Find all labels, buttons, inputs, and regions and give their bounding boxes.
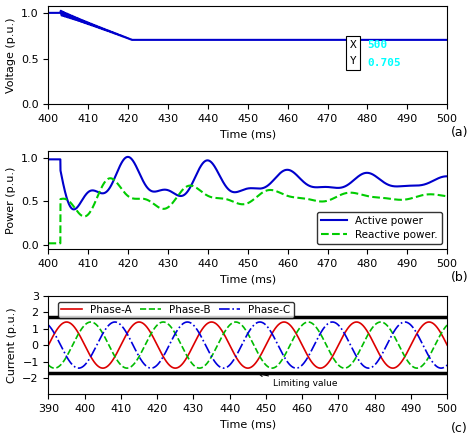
Phase-B [412,365,418,370]
Phase-A [235,358,241,363]
Phase-C [412,328,418,333]
Phase-A [444,342,450,348]
Active power [198,163,204,168]
Reactive power [118,185,124,191]
Y-axis label: Power (p.u.): Power (p.u.) [6,166,16,234]
Reactive power [305,196,310,202]
Text: (c): (c) [451,422,468,435]
Active power [305,183,311,188]
Reactive power [343,191,349,196]
Phase-C [444,363,450,368]
Phase-C [402,319,408,325]
X-axis label: Time (ms): Time (ms) [220,130,276,140]
Phase-A [209,319,214,325]
Phase-A [217,325,222,330]
Phase-A [213,321,219,326]
X-axis label: Time (ms): Time (ms) [220,275,276,285]
Phase-B [217,339,222,344]
Phase-A [412,334,418,339]
Y-axis label: Voltage (p.u.): Voltage (p.u.) [6,17,16,93]
Line: Active power: Active power [48,157,447,209]
Text: Limiting value: Limiting value [259,373,337,388]
Reactive power [46,241,51,246]
Phase-C [235,350,241,355]
Text: (b): (b) [451,271,469,284]
Line: Phase-A: Phase-A [48,322,447,368]
Phase-C [335,322,341,328]
Active power [343,183,349,188]
Text: 500: 500 [367,40,388,50]
Phase-C [46,322,51,328]
Phase-B [444,322,450,328]
Phase-A [432,322,438,328]
Active power [125,154,131,160]
Phase-A [100,366,106,371]
Line: Phase-B: Phase-B [48,322,447,368]
Legend: Active power, Reactive power.: Active power, Reactive power. [317,212,442,244]
Phase-B [213,345,219,351]
Reactive power [374,194,379,200]
Phase-B [432,342,438,348]
Reactive power [444,194,450,199]
Active power [71,207,77,212]
Reactive power [198,188,204,194]
Active power [285,167,291,172]
Phase-B [88,319,93,325]
Phase-C [213,361,219,366]
Phase-C [76,366,82,371]
Phase-C [217,364,222,369]
Active power [444,174,450,179]
Phase-B [235,320,241,325]
X-axis label: Time (ms): Time (ms) [220,420,276,430]
Text: 0.705: 0.705 [367,58,401,68]
Text: X
Y: X Y [349,40,356,66]
Phase-A [46,342,51,348]
Y-axis label: Current (p.u.): Current (p.u.) [7,307,17,383]
Active power [46,157,51,162]
Phase-B [46,363,51,368]
Phase-C [432,363,438,368]
Reactive power [108,176,113,181]
Active power [118,161,124,167]
Phase-B [335,362,341,367]
Phase-B [342,366,347,371]
Text: (a): (a) [451,126,469,139]
Line: Phase-C: Phase-C [48,322,447,368]
Reactive power [285,193,291,198]
Phase-A [336,343,341,348]
Legend: Phase-A, Phase-B, Phase-C: Phase-A, Phase-B, Phase-C [58,302,294,318]
Line: Reactive power: Reactive power [48,178,447,243]
Active power [374,174,379,179]
